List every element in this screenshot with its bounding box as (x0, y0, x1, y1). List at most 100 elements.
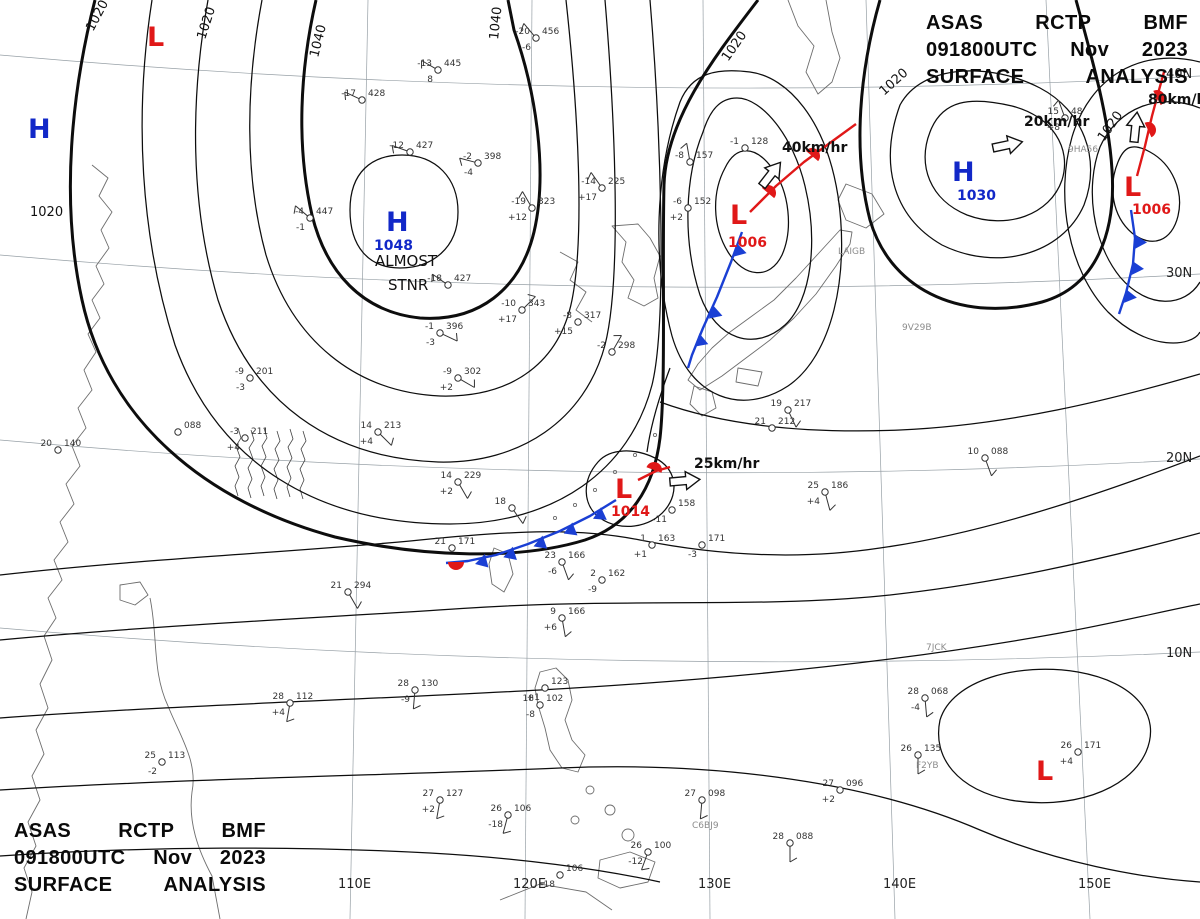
cold-front-triangle-icon (1124, 289, 1137, 303)
pressure-center-letter: L (147, 22, 164, 53)
station-pressure: 112 (296, 692, 313, 702)
station-callsign: C6BJ9 (692, 821, 719, 831)
station-temp: -8 (675, 151, 684, 161)
station-dewpoint: -9 (401, 695, 410, 705)
coastline-hainan (119, 581, 149, 606)
open-arrow-icon (757, 161, 782, 190)
latitude-label: 20N (1166, 451, 1192, 466)
station-temp: 28 (273, 692, 285, 702)
cold-front (686, 231, 747, 369)
pressure-center-letter: L (1036, 756, 1053, 787)
ryukyu-island (552, 515, 558, 521)
pressure-center-value: 1014 (611, 504, 650, 520)
station-temp: -1 (730, 137, 739, 147)
title-word: ASAS (926, 12, 984, 34)
station-callsign: 9HA56 (1068, 145, 1098, 155)
grid-line (702, 0, 711, 919)
title-word: 091800UTC (14, 847, 126, 869)
cold-front-triangle-icon (503, 546, 517, 561)
station-temp: -2 (463, 152, 472, 162)
station-temp: 18 (523, 694, 535, 704)
station-temp: 9 (550, 607, 556, 617)
station-temp: 10 (968, 447, 980, 457)
station-plot: -9 302 +2 (440, 367, 481, 393)
coastline-indochina (149, 597, 221, 919)
isobar-label: 1020 (1095, 109, 1126, 145)
movement-arrow: 80km/hr (1125, 92, 1200, 144)
isobar-line (1112, 146, 1181, 242)
station-temp: 18 (495, 497, 507, 507)
station-pressure: 098 (708, 789, 725, 799)
terrain-hatch (286, 428, 294, 498)
station-plot: -18 427 (427, 273, 471, 289)
isobar-line (585, 450, 675, 527)
warm-front-semicircle-icon (1153, 90, 1165, 106)
station-plot: 19 217 (771, 399, 811, 428)
station-temp: 2 (590, 569, 596, 579)
pressure-center-letter: H (952, 157, 975, 188)
movement-speed-label: 20km/hr (1024, 114, 1089, 130)
station-dewpoint: -3 (236, 383, 245, 393)
station-temp: 15 (1048, 107, 1059, 117)
station-pressure: 447 (316, 207, 333, 217)
station-temp: 1 (640, 534, 646, 544)
station-pressure: 166 (568, 607, 585, 617)
isobar-line-1020 (68, 0, 760, 556)
station-pressure: 166 (568, 551, 585, 561)
isobar-line (1091, 101, 1200, 302)
station-plot: -20 456 -6 (515, 23, 559, 53)
terrain-hatch-layer (234, 427, 307, 500)
warm-front-semicircle-icon (1144, 122, 1156, 138)
movement-arrow: 25km/hr (668, 456, 759, 491)
station-plot: -2 298 (597, 335, 635, 356)
station-plot: -12 427 (389, 141, 433, 156)
station-plot: 21 212 (755, 417, 795, 432)
pressure-center-L: L (147, 22, 164, 53)
movement-speed-label: 80km/hr (1148, 92, 1200, 108)
longitude-label: 150E (1078, 877, 1111, 892)
station-pressure: 428 (368, 89, 385, 99)
station-dewpoint: +2 (440, 487, 453, 497)
station-temp: -12 (389, 141, 404, 151)
station-temp: -9 (443, 367, 452, 377)
station-dewpoint: +4 (360, 437, 374, 447)
isobar-line (715, 150, 790, 274)
station-plot: 1 163 +1 (634, 534, 675, 560)
isobar-line (0, 847, 661, 883)
longitude-label: 110E (338, 877, 371, 892)
terrain-hatch (247, 429, 255, 499)
station-plot: 088 (174, 421, 201, 436)
isobar-line (658, 70, 843, 401)
title-block-bottom-left: ASAS RCTP BMF 091800UTC Nov 2023 SURFACE… (14, 818, 266, 899)
title-word: ANALYSIS (1085, 66, 1188, 88)
isobar-line (924, 100, 1066, 222)
grid-line (0, 627, 1200, 663)
cold-front (445, 498, 617, 570)
station-plot: -8 317 +15 (554, 311, 601, 337)
warm-front (1135, 71, 1166, 177)
station-temp: 28 (773, 832, 785, 842)
station-plot: -1 128 (730, 137, 768, 152)
grid-line (1045, 0, 1091, 919)
station-pressure: 343 (528, 299, 545, 309)
station-temp: 14 (361, 421, 373, 431)
terrain-hatch (273, 430, 281, 500)
station-temp: -17 (341, 89, 356, 99)
station-pressure: 217 (794, 399, 811, 409)
station-plot: -17 428 (341, 89, 385, 104)
coastline-primorye-sakhalin (787, 0, 841, 95)
station-pressure: 130 (421, 679, 438, 689)
station-callsign: LAIGB (838, 247, 865, 257)
station-pressure: 213 (384, 421, 401, 431)
isobar-line (0, 766, 1200, 883)
title-block-top-right: ASAS RCTP BMF 091800UTC Nov 2023 SURFACE… (926, 10, 1188, 91)
title-word: ASAS (14, 820, 72, 842)
station-temp: -1 (425, 322, 434, 332)
station-temp: -6 (673, 197, 682, 207)
station-plot: 18 (495, 497, 527, 524)
title-word: 091800UTC (926, 39, 1038, 61)
station-temp: -2 (597, 341, 606, 351)
